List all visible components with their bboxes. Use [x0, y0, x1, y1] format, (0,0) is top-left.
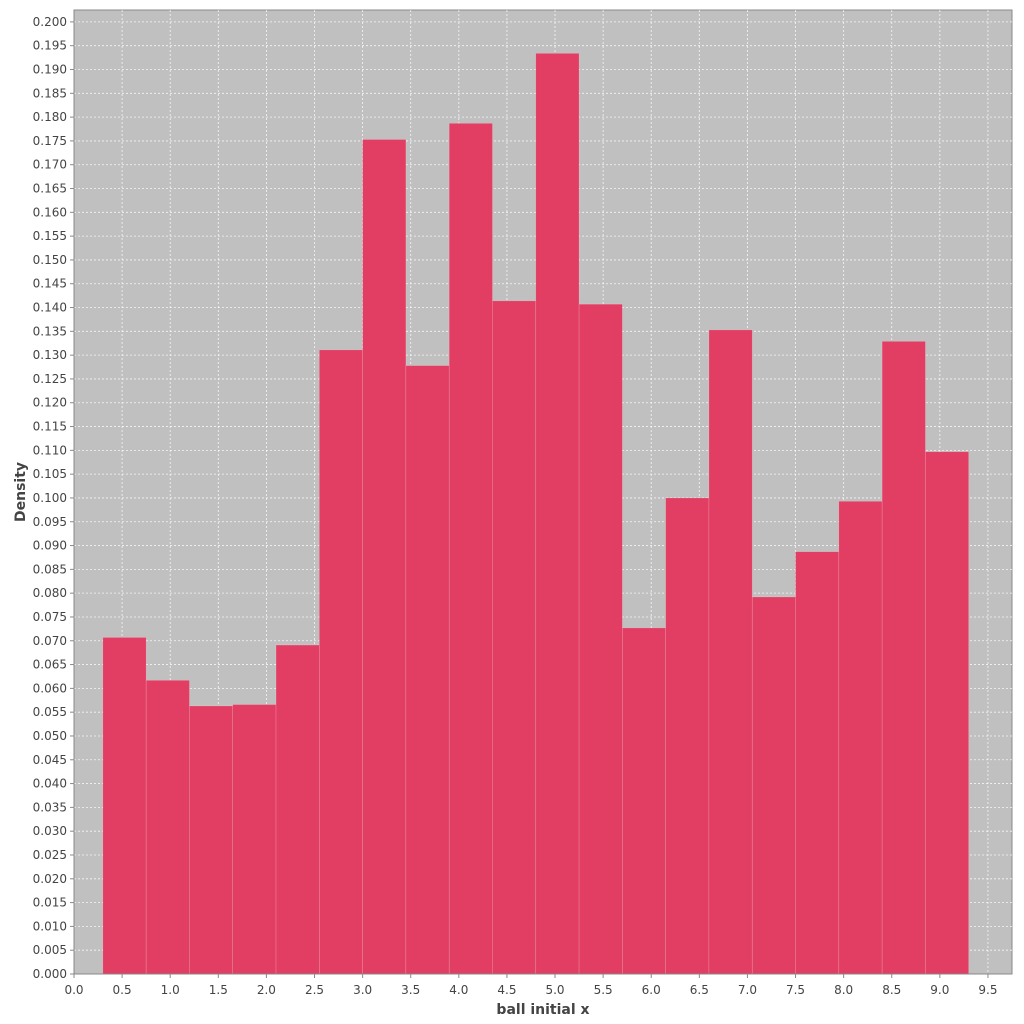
histogram-bar [925, 451, 970, 975]
x-tick-label: 5.5 [594, 983, 613, 997]
x-tick-label: 1.0 [161, 983, 180, 997]
histogram-bar [578, 303, 623, 975]
x-axis-title: ball initial x [496, 1002, 589, 1018]
histogram-bar [795, 551, 840, 975]
y-tick-label: 0.180 [33, 110, 67, 124]
histogram-bar [881, 341, 926, 975]
x-tick-label: 1.5 [209, 983, 228, 997]
y-tick-label: 0.040 [33, 777, 67, 791]
y-tick-label: 0.035 [33, 800, 67, 814]
y-tick-label: 0.110 [33, 443, 67, 457]
y-tick-label: 0.140 [33, 301, 67, 315]
bars [102, 53, 970, 975]
x-tick-label: 3.0 [353, 983, 372, 997]
y-tick-label: 0.150 [33, 253, 67, 267]
y-tick-label: 0.045 [33, 753, 67, 767]
y-tick-label: 0.015 [33, 896, 67, 910]
y-tick-label: 0.065 [33, 658, 67, 672]
histogram-bar [535, 53, 580, 975]
y-tick-label: 0.120 [33, 396, 67, 410]
x-tick-label: 0.5 [113, 983, 132, 997]
y-tick-label: 0.000 [33, 967, 67, 981]
x-tick-label: 0.0 [64, 983, 83, 997]
y-tick-label: 0.175 [33, 134, 67, 148]
y-tick-label: 0.075 [33, 610, 67, 624]
y-tick-label: 0.190 [33, 63, 67, 77]
y-tick-label: 0.135 [33, 324, 67, 338]
y-tick-label: 0.005 [33, 943, 67, 957]
x-axis: 0.0 0.5 1.0 1.5 2.0 2.5 3.0 3.5 4.0 4.5 5.0 5.5 6.0 6… [64, 973, 1012, 997]
y-tick-label: 0.125 [33, 372, 67, 386]
y-tick-label: 0.155 [33, 229, 67, 243]
y-tick-label: 0.020 [33, 872, 67, 886]
x-tick-label: 5.0 [545, 983, 564, 997]
x-tick-label: 3.5 [401, 983, 420, 997]
x-tick-label: 6.0 [642, 983, 661, 997]
x-tick-label: 8.0 [834, 983, 853, 997]
y-tick-label: 0.115 [33, 420, 67, 434]
histogram-bar [751, 596, 796, 975]
y-tick-label: 0.145 [33, 277, 67, 291]
y-tick-label: 0.160 [33, 205, 67, 219]
x-tick-label: 6.5 [690, 983, 709, 997]
y-tick-label: 0.030 [33, 824, 67, 838]
histogram-bar [405, 365, 450, 975]
histogram-bar [708, 329, 753, 975]
histogram-bar [665, 497, 710, 975]
x-tick-label: 2.0 [257, 983, 276, 997]
x-tick-label: 8.5 [882, 983, 901, 997]
y-axis: 0.000 0.005 0.010 0.015 0.020 0.025 0.030 0.035… [33, 10, 75, 981]
y-tick-label: 0.010 [33, 919, 67, 933]
y-tick-label: 0.105 [33, 467, 67, 481]
histogram-bar [102, 637, 147, 975]
histogram-bar [448, 122, 493, 975]
y-tick-label: 0.100 [33, 491, 67, 505]
y-tick-label: 0.095 [33, 515, 67, 529]
histogram-bar [362, 139, 407, 975]
y-tick-label: 0.085 [33, 562, 67, 576]
y-tick-label: 0.165 [33, 182, 67, 196]
histogram-bar [145, 679, 190, 975]
y-tick-label: 0.185 [33, 86, 67, 100]
histogram-bar [232, 704, 277, 975]
y-tick-label: 0.195 [33, 39, 67, 53]
histogram-bar [622, 627, 666, 975]
x-tick-label: 7.0 [738, 983, 757, 997]
y-tick-label: 0.025 [33, 848, 67, 862]
y-tick-label: 0.070 [33, 634, 67, 648]
y-tick-label: 0.060 [33, 681, 67, 695]
y-tick-label: 0.200 [33, 15, 67, 29]
y-tick-label: 0.090 [33, 539, 67, 553]
histogram-bar [492, 300, 537, 975]
histogram-bar [275, 644, 320, 975]
x-tick-label: 4.0 [449, 983, 468, 997]
y-tick-label: 0.050 [33, 729, 67, 743]
y-tick-label: 0.080 [33, 586, 67, 600]
x-tick-label: 4.5 [497, 983, 516, 997]
y-tick-label: 0.170 [33, 158, 67, 172]
x-tick-label: 9.5 [978, 983, 997, 997]
x-tick-label: 7.5 [786, 983, 805, 997]
histogram-bar [189, 705, 234, 975]
y-tick-label: 0.130 [33, 348, 67, 362]
x-tick-label: 9.0 [930, 983, 949, 997]
histogram-bar [319, 349, 363, 975]
histogram-bar [838, 500, 883, 975]
x-tick-label: 2.5 [305, 983, 324, 997]
y-tick-label: 0.055 [33, 705, 67, 719]
y-axis-title: Density [13, 462, 29, 522]
